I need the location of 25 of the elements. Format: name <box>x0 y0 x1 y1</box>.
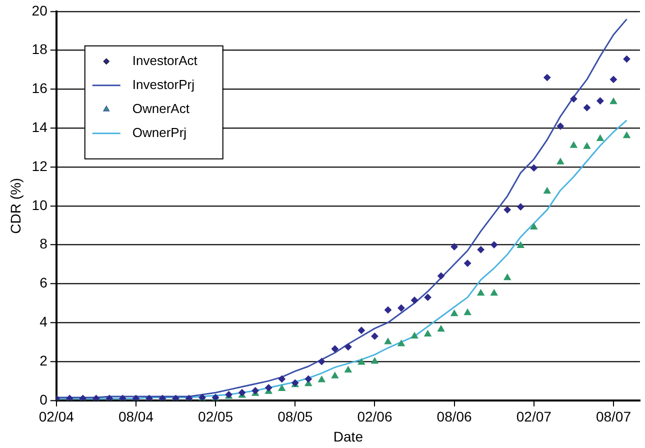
legend-label: OwnerAct <box>132 100 190 116</box>
legend-label: OwnerPrj <box>132 124 187 140</box>
legend-label: InvestorAct <box>132 52 198 68</box>
x-tick-label: 08/06 <box>436 408 472 425</box>
x-tick-label: 02/06 <box>357 408 392 425</box>
y-tick-label: 0 <box>40 391 48 408</box>
y-tick-label: 18 <box>32 41 48 58</box>
y-tick-label: 16 <box>32 80 48 96</box>
y-tick-label: 4 <box>40 313 48 330</box>
y-tick-label: 20 <box>32 2 48 18</box>
y-tick-label: 2 <box>40 352 48 368</box>
y-tick-label: 14 <box>32 118 48 135</box>
x-tick-label: 08/05 <box>278 408 313 425</box>
x-tick-label: 02/05 <box>198 408 234 425</box>
y-tick-label: 8 <box>40 236 48 252</box>
x-axis-title: Date <box>333 428 364 444</box>
y-tick-label: 6 <box>40 274 48 291</box>
x-tick-label: 02/07 <box>516 408 552 425</box>
x-tick-label: 08/07 <box>596 408 632 425</box>
y-axis-title: CDR (%) <box>7 178 24 234</box>
x-tick-label: 02/04 <box>38 408 74 425</box>
y-tick-label: 10 <box>32 196 48 213</box>
legend-label: InvestorPrj <box>132 76 195 92</box>
x-tick-label: 08/04 <box>118 408 154 425</box>
y-tick-label: 12 <box>32 158 48 174</box>
